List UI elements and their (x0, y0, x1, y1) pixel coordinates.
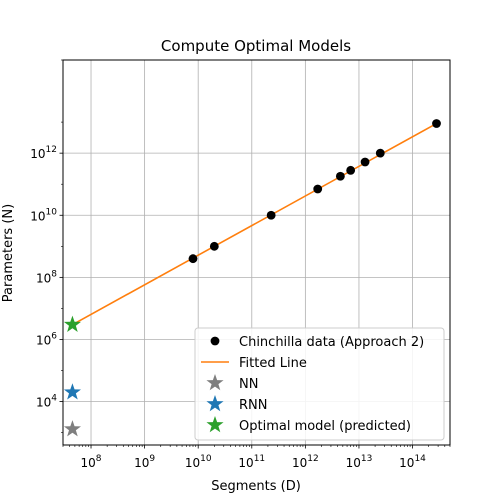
legend-swatch-marker (210, 336, 220, 346)
y-tick-label: 108 (36, 269, 57, 285)
chart-title: Compute Optimal Models (161, 37, 351, 55)
data-point (432, 119, 441, 128)
star-marker (63, 383, 81, 400)
x-tick-label: 1010 (185, 454, 212, 470)
data-point (360, 157, 370, 167)
x-tick-label: 1014 (399, 454, 426, 470)
data-point (188, 254, 198, 264)
data-point (266, 210, 276, 220)
legend-label: Fitted Line (239, 356, 307, 371)
plot-frame (62, 59, 451, 446)
legend-swatch-marker (206, 416, 224, 433)
y-axis-label: Parameters (N) (1, 204, 16, 302)
y-tick-label: 1012 (30, 145, 57, 161)
y-tick-label: 104 (36, 394, 57, 410)
legend-swatch-marker (206, 395, 224, 412)
star-marker (63, 315, 81, 332)
legend-label: RNN (239, 398, 267, 413)
legend-box (194, 327, 445, 441)
legend-label: NN (239, 377, 258, 392)
data-point (209, 241, 219, 251)
y-tick-label: 106 (36, 331, 57, 347)
data-point (313, 184, 323, 194)
star-marker (63, 420, 81, 437)
legend-label: Chinchilla data (Approach 2) (239, 335, 424, 350)
data-point (335, 171, 345, 181)
plot-series (63, 119, 441, 437)
legend-label: Optimal model (predicted) (239, 419, 411, 434)
x-axis-label: Segments (D) (211, 479, 301, 494)
legend-swatch-marker (206, 374, 224, 391)
x-tick-label: 1012 (292, 454, 319, 470)
axis-ticks: 108 109 1010 1011 1012 1013 1014 104 106 108 1010 1… (30, 59, 451, 470)
x-tick-label: 108 (81, 454, 102, 470)
x-tick-label: 109 (134, 454, 155, 470)
x-tick-label: 1013 (346, 454, 373, 470)
data-point (346, 165, 356, 175)
y-tick-label: 1010 (30, 207, 57, 223)
fitted-line (72, 122, 437, 326)
grid (63, 60, 450, 445)
legend: Chinchilla data (Approach 2) Fitted Line N… (194, 327, 445, 441)
x-tick-label: 1011 (238, 454, 265, 470)
data-point (375, 148, 385, 158)
